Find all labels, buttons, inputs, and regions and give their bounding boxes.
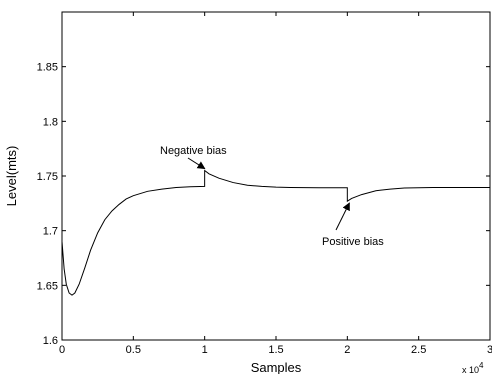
x-tick-label: 1 <box>202 344 208 356</box>
x-tick-label: 3 <box>487 344 492 356</box>
y-tick-label: 1.85 <box>37 62 58 74</box>
annotation-arrow <box>187 157 206 170</box>
ticks: 0 0.5 1 1.5 2 2.5 3 1.6 1.65 1.7 1.75 1.8 1.85 <box>37 12 492 356</box>
series <box>61 169 490 296</box>
annotation-label: Negative bias <box>160 145 227 157</box>
y-tick-label: 1.6 <box>43 335 58 347</box>
x-exponent-power: 4 <box>479 361 484 370</box>
y-tick-label: 1.7 <box>43 226 58 238</box>
y-tick-label: 1.65 <box>37 280 58 292</box>
plot-frame <box>61 11 491 341</box>
annotations: Negative bias Positive bias <box>160 145 384 248</box>
axes <box>61 11 491 341</box>
annotation-arrow <box>335 202 350 231</box>
x-axis-label: Samples <box>251 360 302 374</box>
x-tick-label: 2.5 <box>411 344 426 356</box>
y-tick-label: 1.75 <box>37 171 58 183</box>
x-tick-label: 0 <box>59 344 65 356</box>
x-tick-label: 1.5 <box>268 344 283 356</box>
x-tick-label: 2 <box>344 344 350 356</box>
y-axis-label: Level(mts) <box>4 146 19 207</box>
series-line-0 <box>61 169 490 296</box>
x-exponent-base: x 10 <box>462 365 479 374</box>
x-tick-label: 0.5 <box>126 344 141 356</box>
x-exponent-label: x 104 <box>462 361 484 374</box>
annotation-label: Positive bias <box>322 236 384 248</box>
y-tick-label: 1.8 <box>43 116 58 128</box>
